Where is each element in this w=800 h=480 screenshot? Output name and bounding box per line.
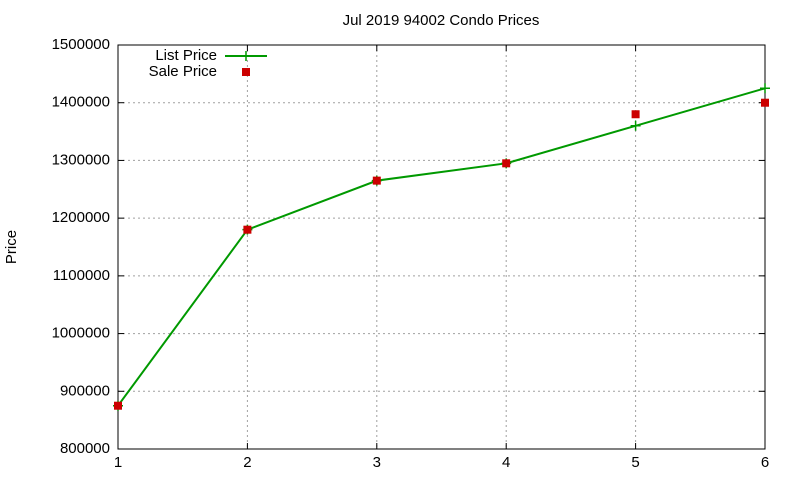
x-tick-label: 2: [243, 454, 251, 471]
chart-title: Jul 2019 94002 Condo Prices: [343, 12, 540, 29]
point-marker: [242, 68, 250, 76]
y-tick-label: 1400000: [52, 94, 110, 111]
y-tick-label: 1500000: [52, 36, 110, 53]
y-tick-label: 1300000: [52, 151, 110, 168]
legend-label: List Price: [155, 47, 217, 64]
point-marker: [372, 176, 381, 185]
point-marker: [502, 159, 511, 168]
y-tick-label: 900000: [60, 382, 110, 399]
y-axis-label: Price: [3, 230, 20, 264]
point-marker: [760, 83, 770, 94]
y-tick-label: 1000000: [52, 325, 110, 342]
plot-frame: [117, 44, 766, 450]
x-tick-label: 5: [631, 454, 639, 471]
x-tick-label: 4: [502, 454, 510, 471]
series-line: [117, 87, 766, 407]
point-marker: [114, 401, 122, 410]
y-tick-label: 800000: [60, 440, 110, 457]
point-marker: [630, 120, 641, 131]
x-tick-label: 3: [373, 454, 381, 471]
point-marker: [243, 225, 252, 234]
x-tick-label: 6: [761, 454, 769, 471]
y-tick-label: 1100000: [53, 267, 110, 284]
point-marker: [631, 110, 640, 119]
x-tick-label: 1: [114, 454, 122, 471]
point-marker: [761, 98, 769, 107]
point-marker: [241, 51, 251, 61]
legend-label: Sale Price: [149, 63, 217, 80]
y-tick-label: 1200000: [52, 209, 110, 226]
